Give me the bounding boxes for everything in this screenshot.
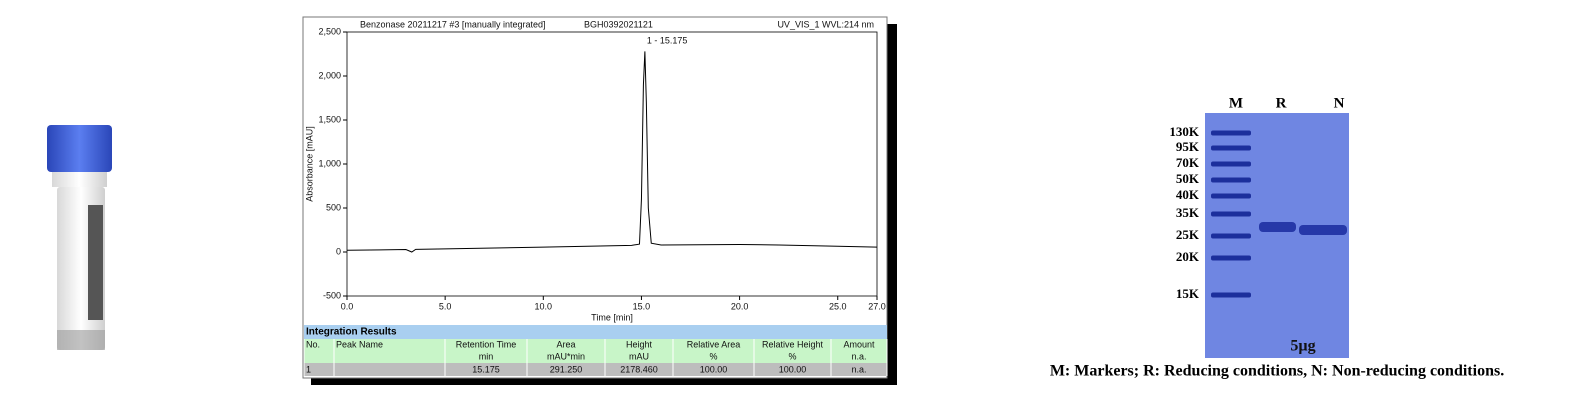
table-header: Amount bbox=[843, 339, 875, 349]
table-title-bar bbox=[304, 325, 887, 339]
lane-label: R bbox=[1276, 95, 1287, 111]
marker-band bbox=[1211, 130, 1251, 136]
chromatogram-frame bbox=[302, 16, 888, 379]
marker-label: 130K bbox=[1169, 124, 1200, 139]
table-header-unit: mAU*min bbox=[547, 351, 585, 361]
marker-label: 20K bbox=[1176, 249, 1200, 264]
marker-band bbox=[1211, 177, 1251, 183]
marker-label: 25K bbox=[1176, 227, 1200, 242]
marker-band bbox=[1211, 145, 1251, 151]
table-header: Peak Name bbox=[336, 339, 383, 349]
x-tick-label: 20.0 bbox=[731, 301, 749, 311]
y-tick-label: -500 bbox=[323, 290, 341, 300]
table-header: Relative Height bbox=[762, 339, 824, 349]
table-cell: n.a. bbox=[851, 364, 866, 374]
marker-band bbox=[1211, 292, 1251, 298]
table-header: Retention Time bbox=[456, 339, 517, 349]
table-header-unit: n.a. bbox=[851, 351, 866, 361]
table-header-bg bbox=[304, 339, 887, 363]
table-row-bg bbox=[304, 363, 887, 376]
marker-label: 70K bbox=[1176, 155, 1200, 170]
marker-label: 50K bbox=[1176, 171, 1200, 186]
marker-label: 35K bbox=[1176, 205, 1200, 220]
table-header: No. bbox=[306, 339, 320, 349]
vial bbox=[47, 125, 112, 350]
table-cell: 2178.460 bbox=[620, 364, 658, 374]
y-tick-label: 500 bbox=[326, 202, 341, 212]
table-header-unit: mAU bbox=[629, 351, 649, 361]
table-header: Area bbox=[556, 339, 575, 349]
chart-subtitle: BGH0392021121 bbox=[584, 19, 653, 29]
marker-band bbox=[1211, 161, 1251, 167]
lane-label: M bbox=[1229, 95, 1243, 111]
x-axis-label: Time [min] bbox=[591, 312, 633, 322]
marker-band bbox=[1211, 255, 1251, 261]
gel-caption: M: Markers; R: Reducing conditions, N: N… bbox=[1050, 363, 1504, 380]
chromatogram-line bbox=[346, 51, 878, 253]
marker-label: 15K bbox=[1176, 286, 1200, 301]
x-tick-label: 15.0 bbox=[633, 301, 651, 311]
table-cell: 291.250 bbox=[550, 364, 583, 374]
y-tick-label: 0 bbox=[336, 246, 341, 256]
table-cell: 1 bbox=[306, 364, 311, 374]
chart-title: Benzonase 20211217 #3 [manually integrat… bbox=[360, 19, 545, 29]
y-tick-label: 1,000 bbox=[318, 158, 341, 168]
x-tick-label: 5.0 bbox=[439, 301, 452, 311]
table-header-unit: % bbox=[709, 351, 717, 361]
band-reducing bbox=[1259, 222, 1296, 232]
lane-label: N bbox=[1334, 95, 1345, 111]
detector-label: UV_VIS_1 WVL:214 nm bbox=[777, 19, 874, 29]
y-axis-label: Absorbance [mAU] bbox=[304, 126, 314, 202]
marker-label: 95K bbox=[1176, 139, 1200, 154]
table-cell: 15.175 bbox=[472, 364, 500, 374]
x-tick-label: 10.0 bbox=[535, 301, 553, 311]
y-tick-label: 1,500 bbox=[318, 114, 341, 124]
gel-load: 5µg bbox=[1290, 338, 1315, 355]
table-header: Height bbox=[626, 339, 653, 349]
x-tick-label: 0.0 bbox=[341, 301, 354, 311]
marker-band bbox=[1211, 233, 1251, 239]
marker-band bbox=[1211, 193, 1251, 199]
peak-annotation: 1 - 15.175 bbox=[647, 36, 688, 46]
x-tick-label: 27.0 bbox=[868, 301, 886, 311]
y-tick-label: 2,500 bbox=[318, 26, 341, 36]
table-cell: 100.00 bbox=[700, 364, 728, 374]
x-tick-label: 25.0 bbox=[829, 301, 847, 311]
table-header-unit: % bbox=[788, 351, 796, 361]
table-title: Integration Results bbox=[306, 327, 397, 338]
y-tick-label: 2,000 bbox=[318, 70, 341, 80]
table-cell: 100.00 bbox=[779, 364, 807, 374]
marker-label: 40K bbox=[1176, 187, 1200, 202]
table-header: Relative Area bbox=[687, 339, 741, 349]
table-header-unit: min bbox=[479, 351, 494, 361]
marker-band bbox=[1211, 211, 1251, 217]
band-non-reducing bbox=[1299, 225, 1347, 235]
